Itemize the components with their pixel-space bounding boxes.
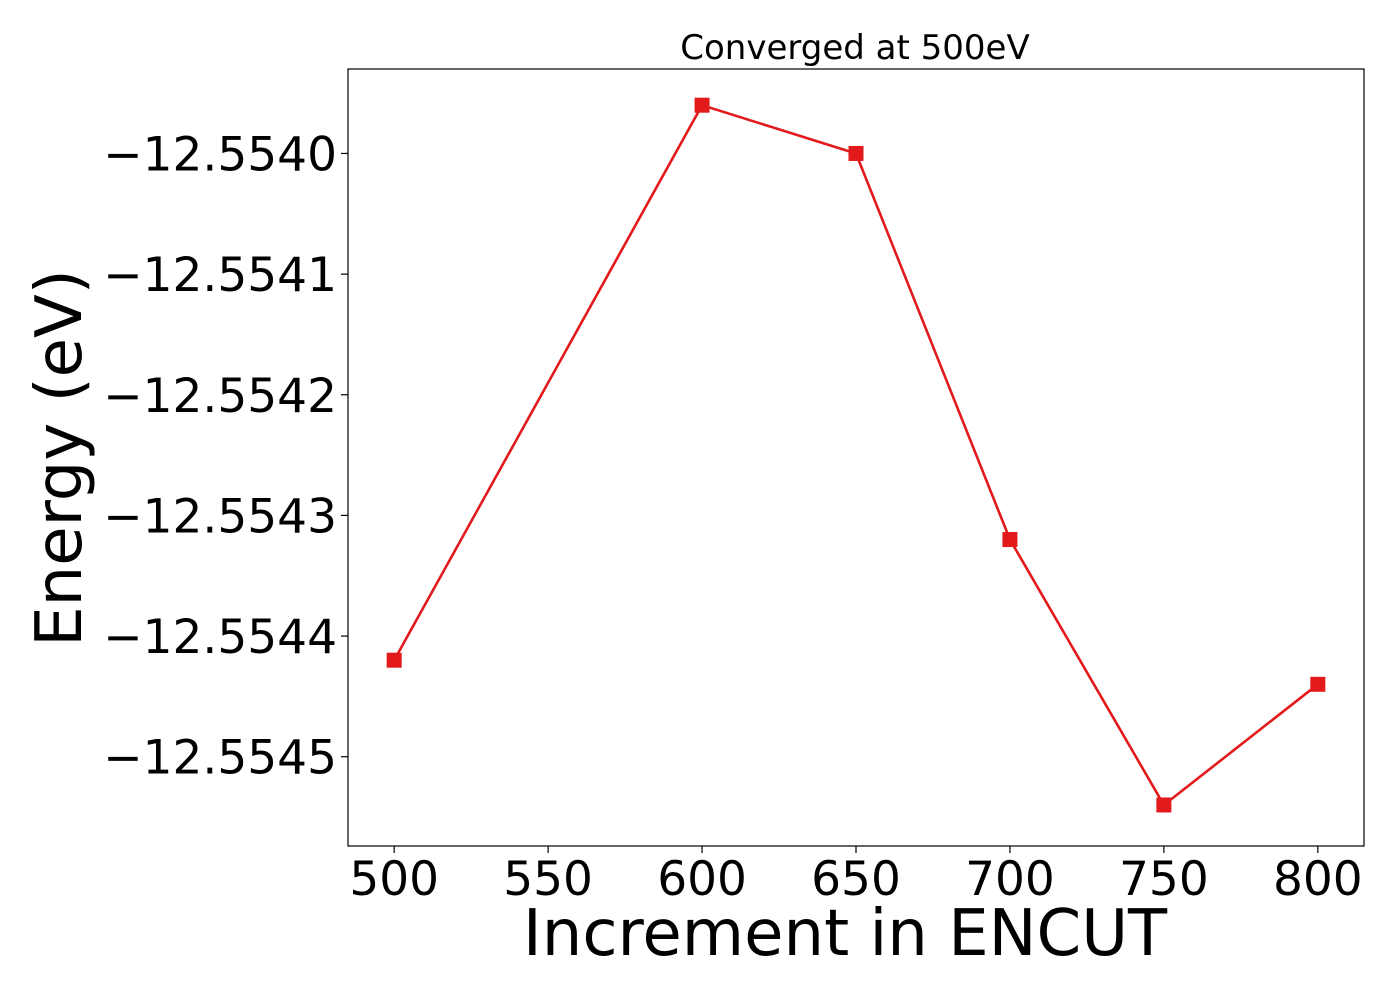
x-tick-label: 750 — [1119, 852, 1209, 907]
y-axis-label: Energy (eV) — [23, 269, 97, 647]
y-tick-label: −12.5543 — [103, 489, 337, 544]
plot-area-frame — [347, 68, 1365, 847]
y-tick-label: −12.5540 — [103, 127, 337, 182]
series-line — [393, 103, 1319, 807]
data-point-marker — [1310, 676, 1326, 692]
x-tick-label: 550 — [503, 852, 593, 907]
data-point-marker — [1156, 797, 1172, 813]
x-tick-label: 650 — [811, 852, 901, 907]
y-tick-label: −12.5541 — [103, 248, 337, 303]
y-tick-label: −12.5544 — [103, 610, 337, 665]
x-axis-ticks: 500 550 600 650 700 750 800 — [349, 846, 1363, 907]
chart-title: Converged at 500eV — [680, 28, 1029, 68]
y-axis-ticks: −12.5540 −12.5541 −12.5542 −12.5543 −12.5544… — [103, 127, 348, 786]
x-tick-label: 800 — [1273, 852, 1363, 907]
x-tick-label: 600 — [657, 852, 747, 907]
data-point-marker — [848, 145, 864, 161]
data-point-marker — [386, 652, 402, 668]
data-point-marker — [694, 97, 710, 113]
x-axis-label: Increment in ENCUT — [523, 897, 1168, 971]
x-tick-label: 500 — [349, 852, 439, 907]
y-tick-label: −12.5545 — [103, 731, 337, 786]
data-point-marker — [1002, 532, 1018, 548]
series-layer — [386, 97, 1326, 813]
x-tick-label: 700 — [965, 852, 1055, 907]
y-tick-label: −12.5542 — [103, 369, 337, 424]
